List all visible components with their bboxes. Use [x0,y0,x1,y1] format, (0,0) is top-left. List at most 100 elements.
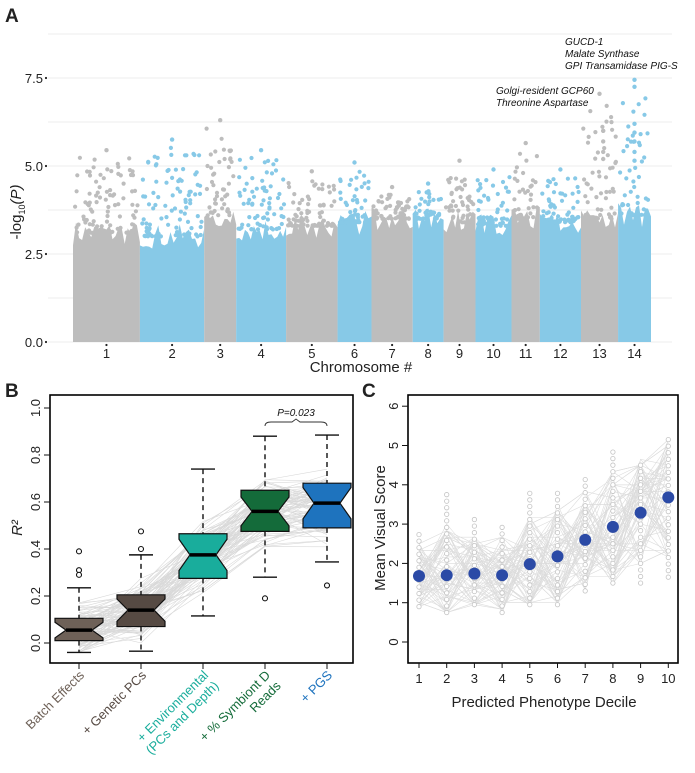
c-replicate-point [610,482,616,488]
a-y-tick-label: 5.0 [25,159,43,174]
c-x-axis: 1 2 3 4 5 6 7 8 9 10 [415,663,676,686]
c-replicate-point [527,543,533,549]
peak-snp-point [597,91,602,97]
snp-point [534,205,540,210]
snp-point [589,186,594,191]
snp-point [109,169,114,174]
c-replicate-point [499,603,505,609]
c-replicate-point [444,590,450,596]
c-replicate-point [554,530,561,536]
snp-point [304,215,309,220]
snp-point [197,153,202,158]
c-replicate-point [416,590,422,597]
c-replicate-point [554,543,561,549]
snp-point [264,189,269,194]
chromosome-band-6 [337,211,372,342]
snp-point [153,202,158,208]
a-x-tick-label: 13 [592,346,606,361]
snp-point [597,174,602,179]
snp-point [469,199,474,205]
peak-snp-point [425,181,431,186]
snp-point [132,215,137,220]
c-replicate-point [444,531,450,537]
snp-point [627,168,632,173]
chromosome-band-11 [511,206,540,342]
snp-point [213,201,218,206]
snp-point [300,217,305,222]
c-mean-point [413,569,425,582]
snp-point [143,194,148,199]
snp-point [305,194,310,199]
a-x-tick [310,343,313,347]
snp-point [458,219,463,224]
snp-point [424,213,429,218]
snp-point [491,223,496,228]
snp-point [423,199,428,204]
snp-point [343,220,349,225]
snp-point [86,228,92,233]
snp-point [91,165,96,170]
chromosome-band-5 [286,213,338,342]
snp-point [630,213,635,218]
snp-point [427,195,432,200]
snp-point [226,210,232,215]
snp-point [517,189,522,194]
snp-point [558,191,563,196]
snp-point [604,119,609,124]
snp-point [255,213,260,219]
snp-point [565,176,571,181]
c-replicate-point [610,462,616,468]
manhattan-plot: 0.02.55.07.5 1 2 3 4 5 6 7 8 9 10 11 12 13 14 Chromos… [8,33,678,376]
snp-point [600,124,605,129]
snp-point [593,130,598,135]
snp-point [576,215,581,220]
snp-point [398,200,404,206]
snp-point [551,177,556,182]
snp-point [118,225,123,230]
snp-point [588,109,593,114]
c-replicate-line [418,484,669,613]
snp-point [208,152,213,157]
a-x-tick-label: 6 [351,346,358,361]
snp-point [105,209,110,214]
c-replicate-point [471,562,477,568]
chromosome-band-14 [618,203,651,342]
c-replicate-point [637,580,644,586]
snp-point [193,192,198,197]
panel-c-label: C [362,381,376,402]
snp-point [291,200,296,205]
c-replicate-point [665,541,671,548]
c-x-tick-label: 7 [582,671,589,686]
snp-point [642,212,647,218]
snp-point [217,159,222,165]
snp-point [485,216,490,221]
snp-point [545,184,550,189]
b-plot-frame [49,394,354,664]
peak-snp-point [632,149,637,155]
snp-point [458,194,463,200]
c-replicate-point [499,550,505,557]
b-outlier-point [261,595,269,602]
snp-point [417,202,422,207]
snp-point [129,230,134,235]
snp-point [642,155,647,160]
snp-point [357,169,362,174]
snp-point [396,214,401,219]
c-replicate-point [582,588,588,594]
snp-point [599,207,604,212]
a-x-axis-label: Chromosome # [310,359,413,376]
snp-point [178,189,183,194]
snp-point [633,165,638,170]
c-replicate-point [416,545,422,551]
snp-point [156,195,161,200]
snp-point [642,112,647,117]
snp-point [277,191,282,197]
peak-snp-point [104,148,109,153]
b-replicate-line [78,546,328,634]
c-x-tick-label: 10 [661,671,675,686]
c-replicate-point [610,514,616,521]
snp-point [144,221,149,226]
snp-point [228,156,233,161]
peak-snp-point [218,118,223,123]
snp-point [267,201,272,206]
